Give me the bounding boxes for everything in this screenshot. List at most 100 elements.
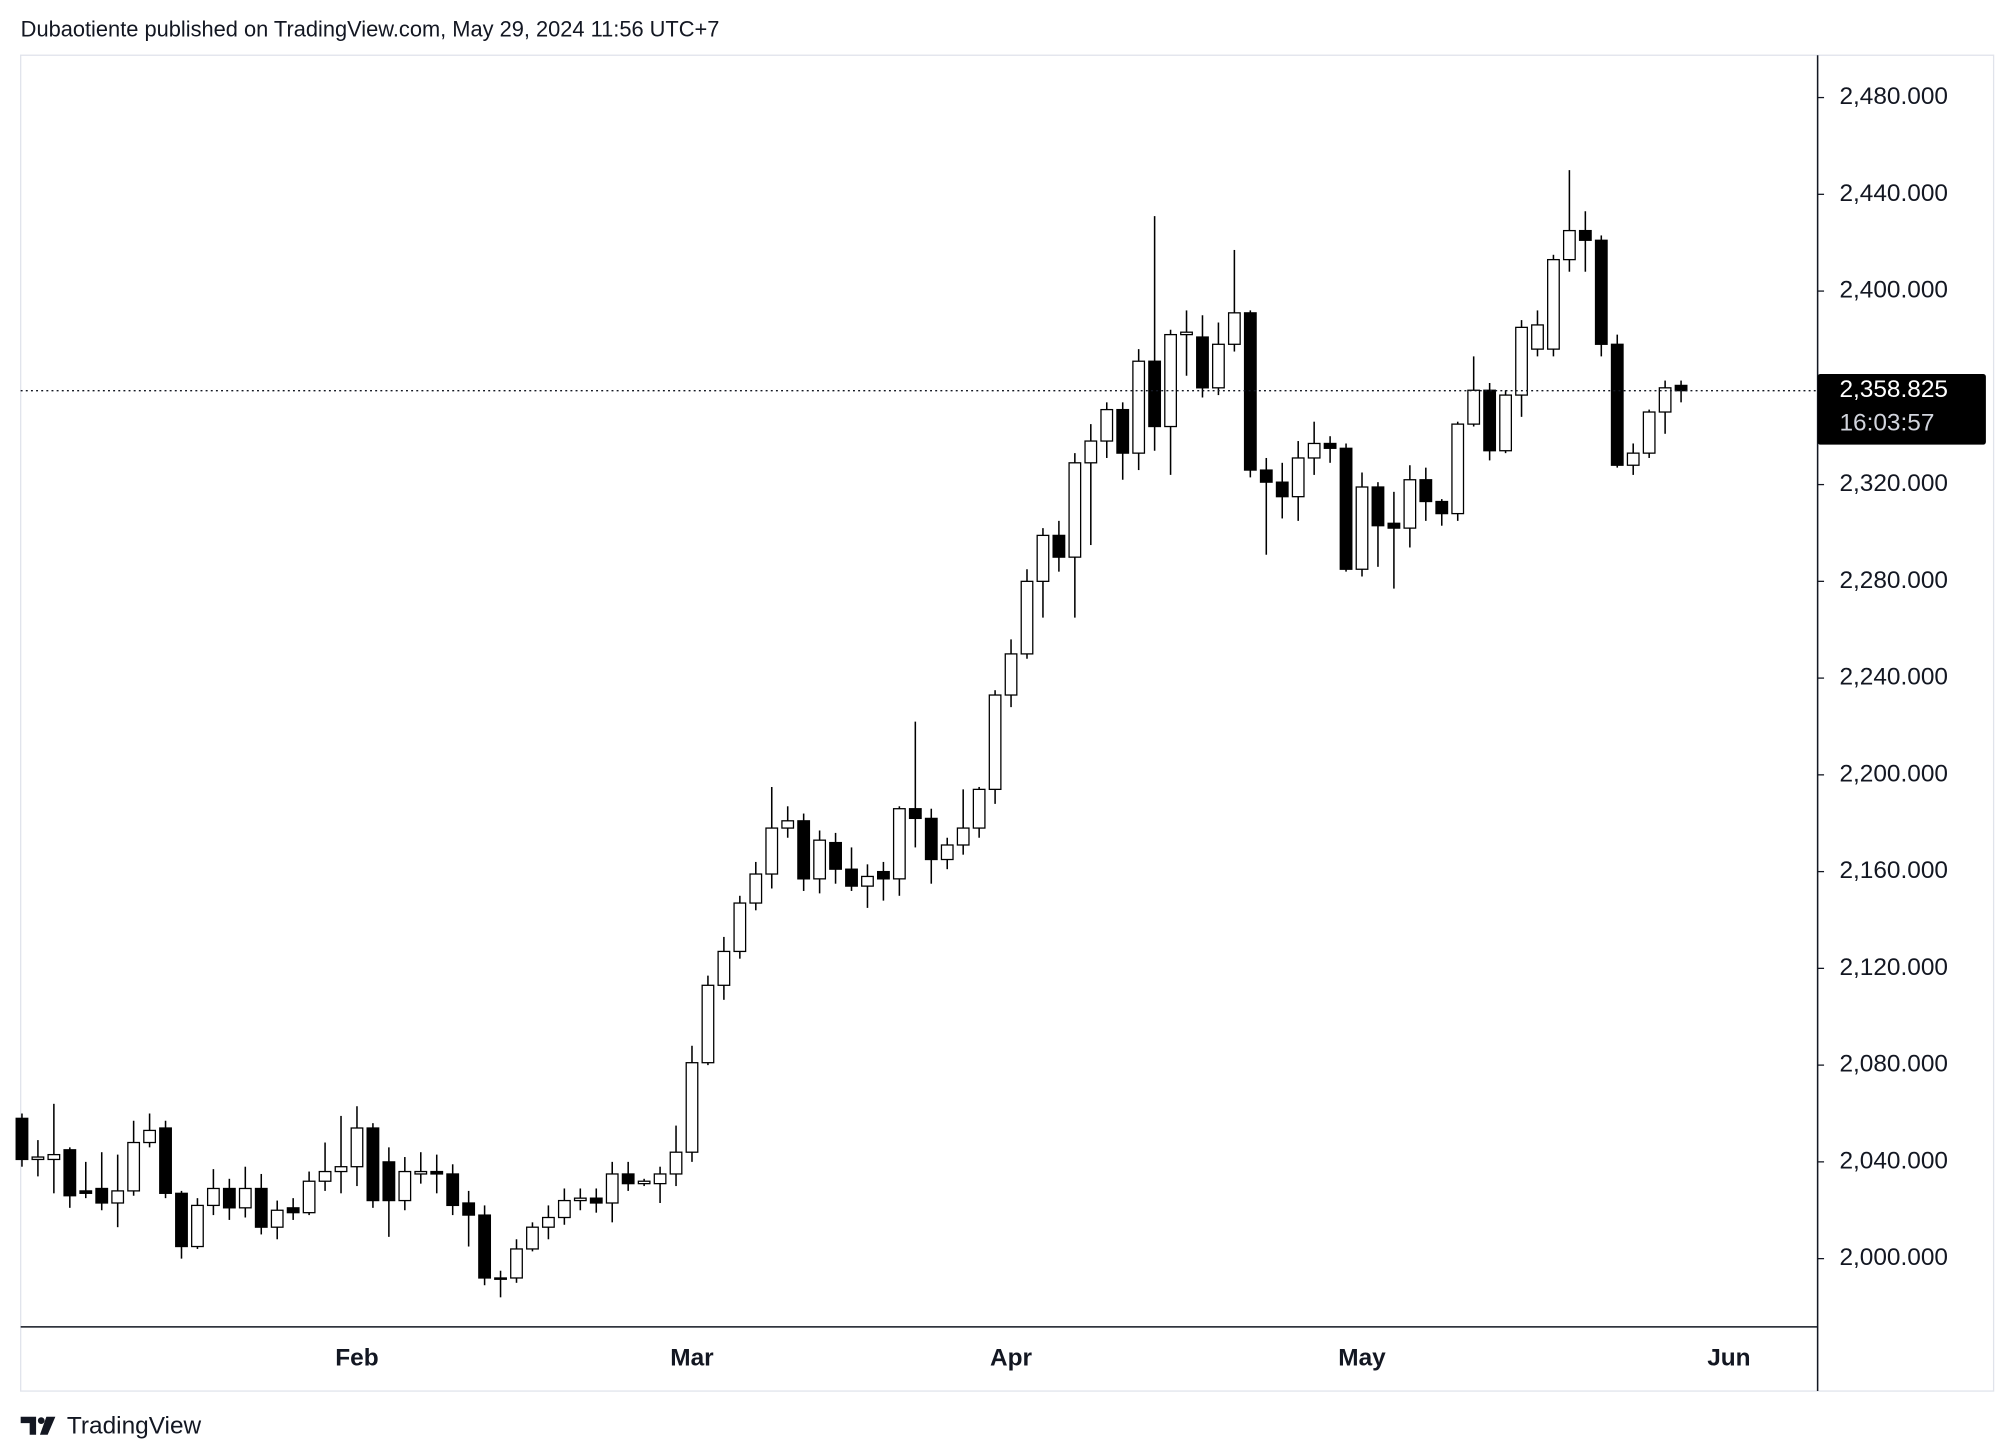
candle-body — [1052, 534, 1066, 558]
candle-body — [1642, 411, 1656, 454]
candle-body — [526, 1226, 539, 1250]
chart-frame — [20, 54, 1995, 1392]
candle-body — [31, 1156, 45, 1161]
candle-body — [143, 1129, 157, 1144]
candle-body — [1562, 229, 1576, 261]
candle-body — [222, 1187, 236, 1209]
candle-body — [972, 788, 986, 829]
candle-body — [669, 1151, 683, 1175]
candle-body — [1100, 408, 1114, 442]
candle-body — [510, 1248, 523, 1279]
last-price-box — [1817, 373, 1986, 445]
logo-dot — [37, 1417, 45, 1424]
candle-body — [1323, 442, 1337, 449]
candle-body — [541, 1216, 555, 1228]
y-tick-label: 2,320.000 — [1839, 470, 1948, 497]
candle-body — [302, 1180, 316, 1214]
candle-body — [63, 1149, 77, 1197]
x-tick-label: May — [1338, 1344, 1386, 1371]
countdown-label: 16:03:57 — [1839, 410, 1934, 437]
candle-body — [1164, 333, 1177, 428]
candle-body — [1610, 343, 1624, 466]
candle-body — [398, 1170, 412, 1202]
y-tick-label: 2,080.000 — [1839, 1051, 1948, 1078]
candle-body — [1307, 442, 1321, 459]
candle-body — [1196, 336, 1209, 389]
candle-body — [95, 1187, 109, 1204]
candle-body — [573, 1197, 587, 1202]
y-tick-label: 2,440.000 — [1839, 180, 1948, 207]
footer-brand: TradingView — [67, 1412, 202, 1439]
candle-body — [1068, 462, 1082, 558]
y-tick-label: 2,120.000 — [1839, 954, 1948, 981]
candle-body — [892, 808, 906, 880]
candle-body — [845, 868, 858, 887]
candle-body — [605, 1173, 619, 1204]
candle-body — [1259, 469, 1273, 483]
candle-body — [270, 1209, 284, 1228]
candle-body — [653, 1173, 667, 1185]
candle-body — [1243, 312, 1257, 471]
y-tick-label: 2,000.000 — [1839, 1244, 1948, 1271]
candle-body — [1036, 534, 1050, 582]
candle-body — [206, 1187, 220, 1207]
publish-header: Dubaotiente published on TradingView.com… — [21, 17, 720, 42]
candle-body — [1132, 360, 1146, 454]
candle-body — [15, 1117, 29, 1161]
candle-body — [1371, 486, 1385, 527]
candle-body — [940, 844, 954, 861]
y-tick-label: 2,400.000 — [1839, 277, 1948, 304]
candle-body — [238, 1187, 252, 1209]
candle-body — [1355, 486, 1369, 570]
candle-body — [318, 1170, 332, 1182]
tradingview-logo — [20, 1416, 56, 1435]
x-tick-label: Feb — [335, 1344, 378, 1371]
candle-body — [1578, 229, 1592, 241]
candle-body — [127, 1141, 141, 1192]
candle-body — [430, 1170, 444, 1175]
x-tick-label: Apr — [990, 1344, 1033, 1371]
candle-body — [350, 1127, 364, 1168]
candle-body — [446, 1173, 460, 1207]
candle-body — [1483, 389, 1497, 452]
candle-body — [191, 1204, 204, 1248]
candle-body — [1339, 447, 1353, 570]
y-tick-label: 2,280.000 — [1839, 567, 1948, 594]
candle-body — [1212, 343, 1225, 389]
candle-body — [79, 1190, 93, 1194]
candle-body — [334, 1166, 348, 1173]
candle-body — [1291, 457, 1305, 498]
last-price-label: 2,358.825 — [1839, 376, 1948, 403]
candle-body — [717, 950, 731, 986]
candle-body — [589, 1197, 603, 1204]
candle-body — [637, 1180, 651, 1185]
candle-body — [1531, 324, 1544, 350]
candle-body — [366, 1127, 380, 1202]
candle-body — [701, 984, 715, 1064]
candle-body — [829, 841, 842, 870]
candle-body — [1626, 452, 1640, 466]
candle-body — [621, 1173, 635, 1185]
candle-body — [1658, 387, 1672, 413]
candle-body — [1084, 440, 1098, 464]
candle-body — [1020, 580, 1034, 655]
candle-body — [175, 1192, 188, 1248]
candle-body — [876, 870, 890, 880]
candle-body — [1499, 394, 1513, 452]
candle-body — [1594, 239, 1608, 345]
candle-body — [111, 1190, 125, 1204]
candle-body — [478, 1214, 492, 1279]
candle-body — [286, 1207, 300, 1214]
y-tick-label: 2,480.000 — [1839, 83, 1948, 110]
candle-body — [988, 694, 1002, 791]
candle-body — [813, 839, 827, 880]
candle-body — [924, 817, 938, 861]
candle-body — [1227, 312, 1241, 345]
candle-body — [1467, 389, 1481, 425]
candle-body — [956, 827, 970, 846]
y-tick-label: 2,240.000 — [1839, 664, 1948, 691]
candle-body — [1004, 653, 1018, 696]
candle-body — [1180, 331, 1193, 336]
